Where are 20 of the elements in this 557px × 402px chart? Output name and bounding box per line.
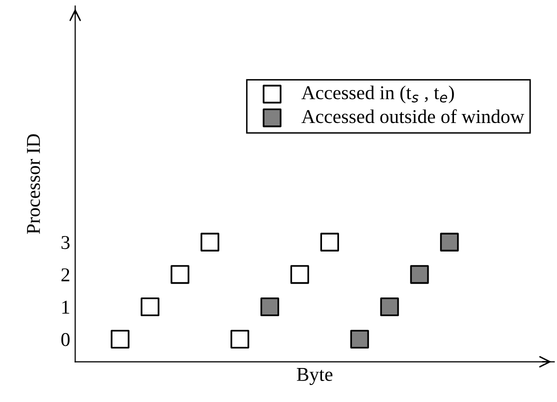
- point: [380, 297, 399, 316]
- point: [410, 265, 429, 284]
- point: [440, 232, 459, 252]
- point: [230, 330, 250, 348]
- legend-label: Accessed in (t$_{s}$ , t$_{e}$): [301, 86, 454, 104]
- legend-label: Accessed outside of window: [301, 109, 524, 124]
- point: [350, 330, 369, 348]
- point: [110, 330, 130, 348]
- y-tick-label: 2: [61, 268, 70, 282]
- x-axis-title: Byte: [296, 368, 332, 385]
- point: [140, 297, 160, 316]
- y-tick-label: 0: [61, 332, 70, 346]
- point: [260, 297, 280, 316]
- y-axis-title: Processor ID: [27, 134, 40, 234]
- y-tick-label: 3: [62, 236, 70, 250]
- point: [170, 265, 190, 284]
- point: [200, 232, 220, 252]
- y-tick-label: 1: [62, 300, 70, 314]
- point: [290, 265, 310, 284]
- point: [320, 232, 340, 252]
